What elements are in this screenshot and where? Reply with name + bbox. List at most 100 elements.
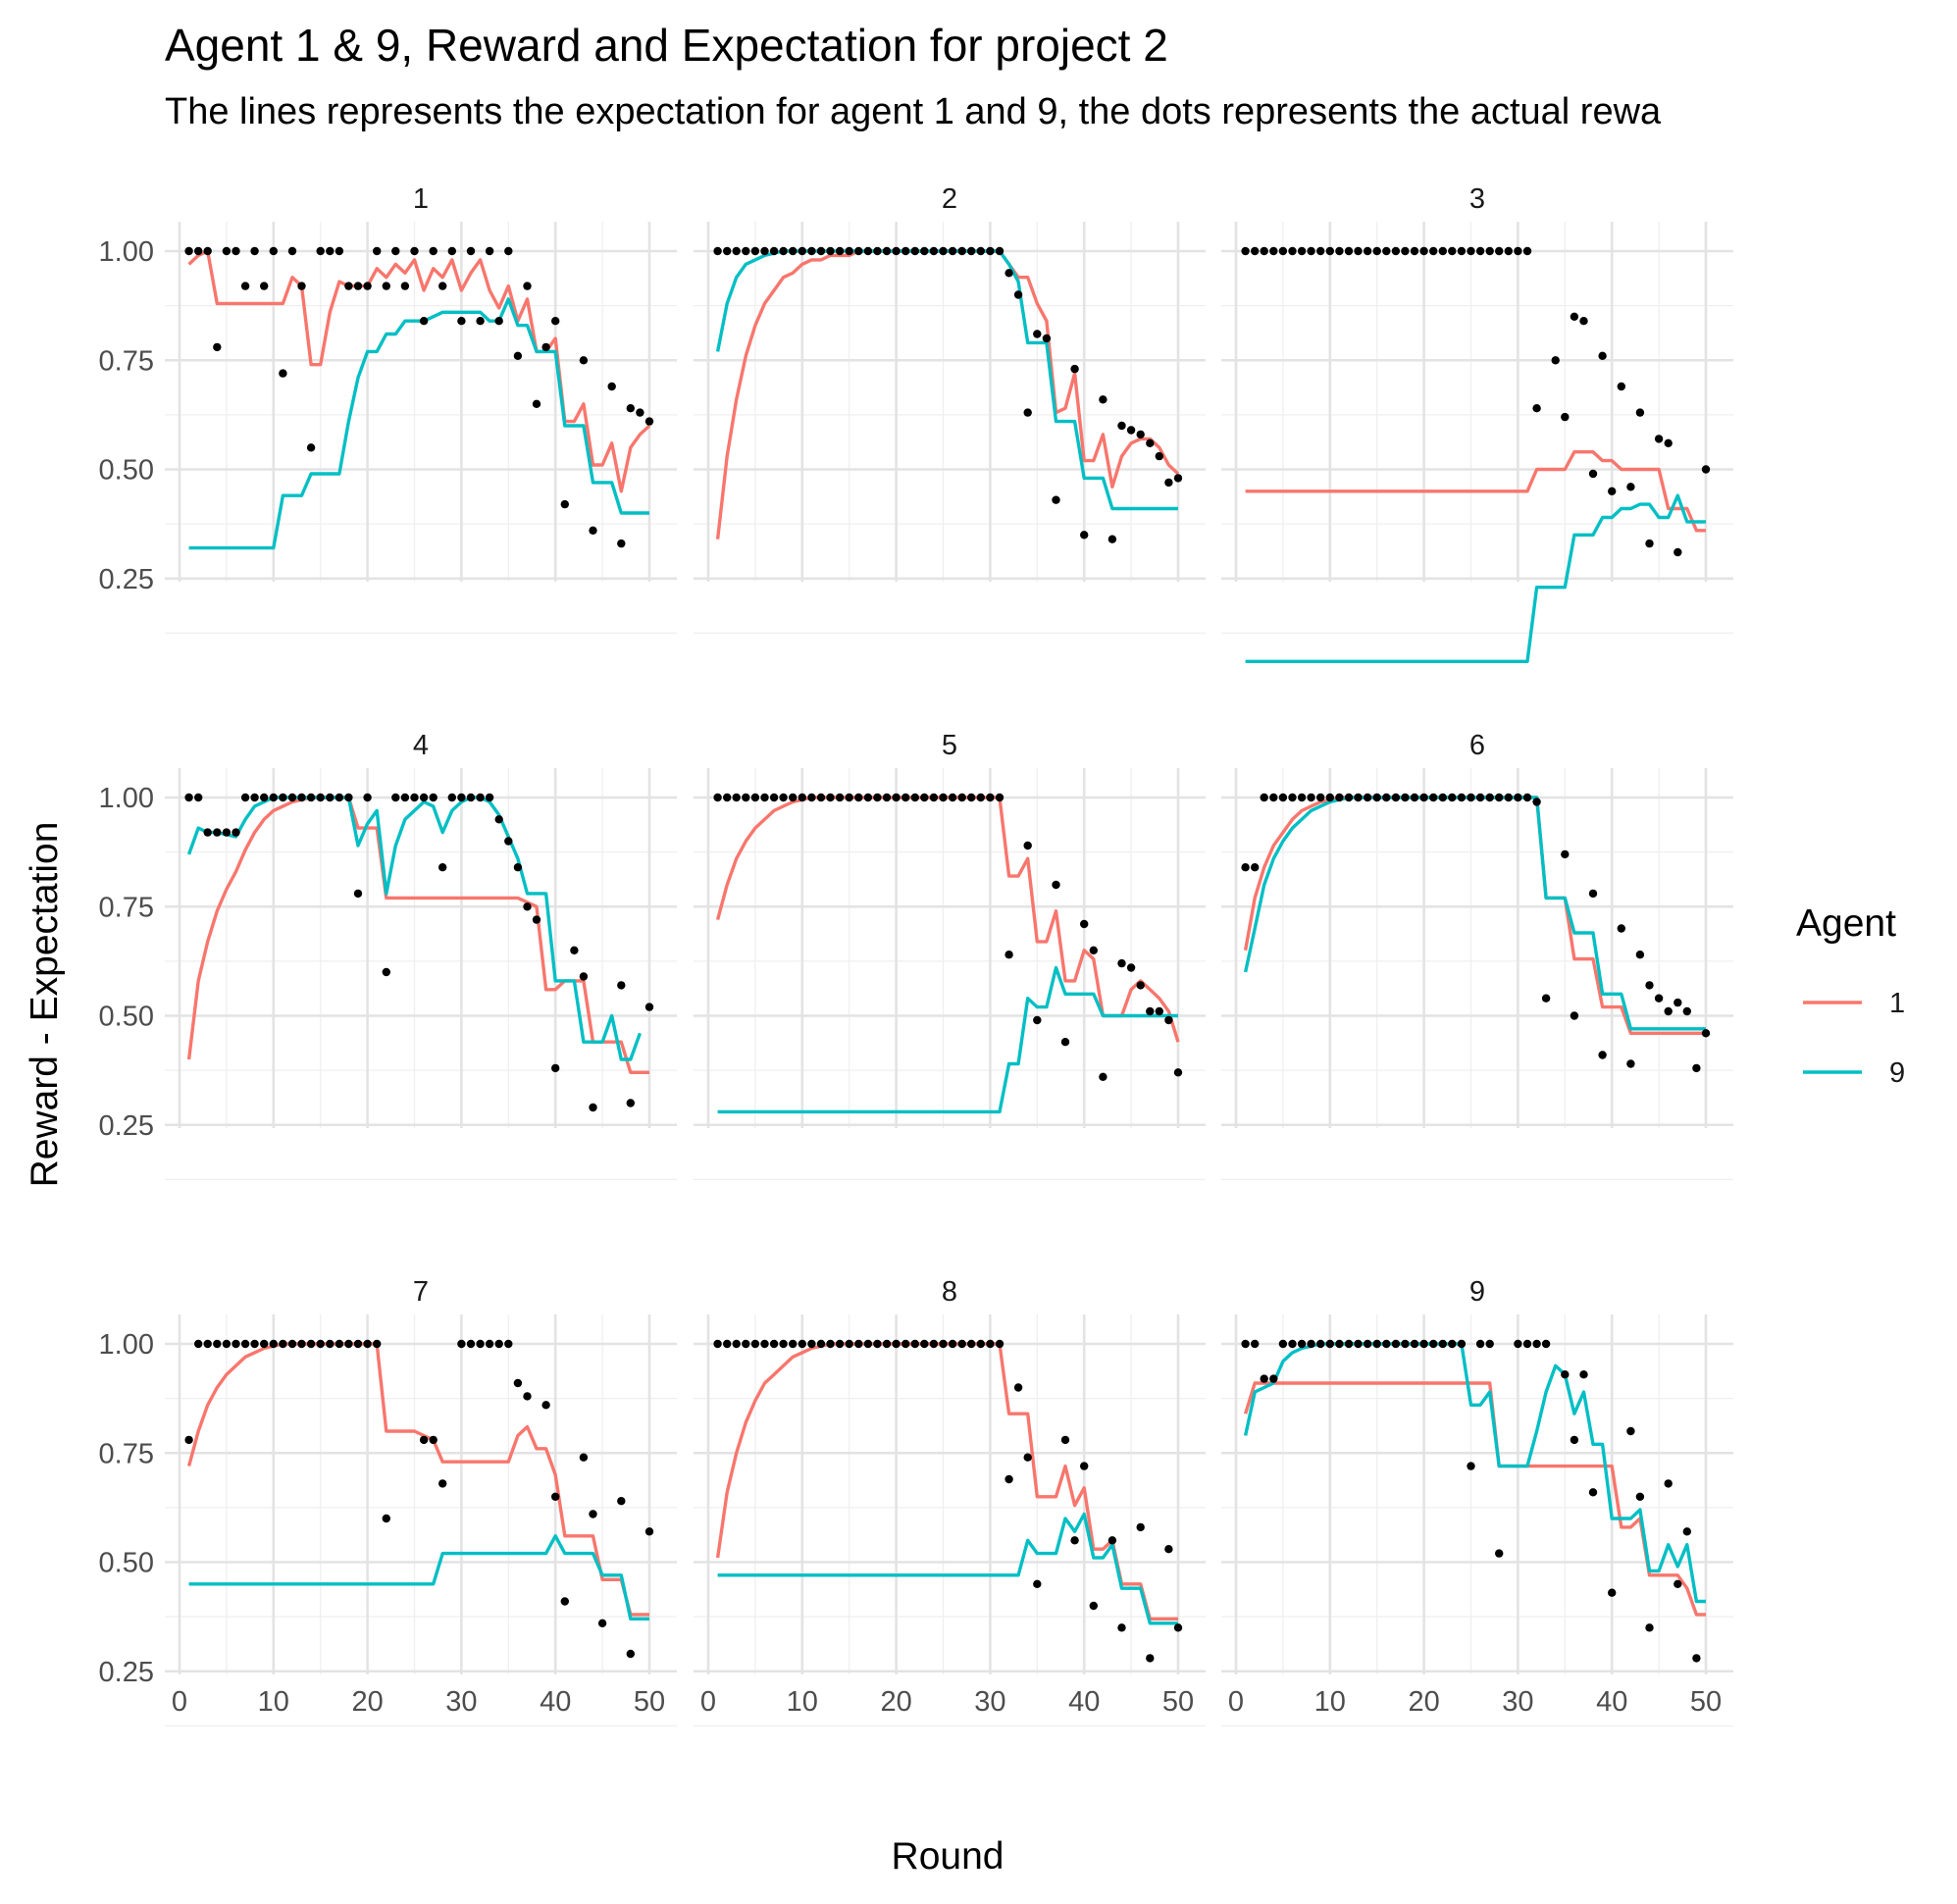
reward-point (240, 282, 250, 290)
reward-point (1251, 1339, 1260, 1349)
x-tick-label: 50 (634, 1686, 665, 1718)
reward-point (410, 246, 419, 256)
expectation-line-agent-9 (1243, 1342, 1706, 1604)
reward-point (863, 1339, 873, 1349)
reward-point (854, 793, 863, 802)
reward-point (1532, 798, 1541, 806)
reward-point (910, 246, 919, 256)
reward-point (541, 1401, 550, 1410)
reward-point (373, 246, 382, 256)
reward-point (1344, 793, 1354, 802)
x-tick-label: 40 (1068, 1686, 1100, 1718)
reward-point (429, 246, 438, 256)
reward-point (513, 863, 523, 872)
reward-point (1635, 408, 1645, 417)
reward-point (1692, 1063, 1701, 1073)
reward-point (769, 1339, 779, 1349)
reward-point (1570, 1011, 1579, 1020)
reward-point (1146, 1006, 1155, 1016)
reward-point (485, 1339, 494, 1349)
reward-point (287, 1339, 297, 1349)
reward-point (1588, 469, 1598, 479)
x-tick-label: 0 (700, 1686, 716, 1718)
reward-point (494, 317, 503, 326)
reward-point (476, 317, 485, 326)
reward-point (1023, 408, 1032, 417)
reward-point (485, 793, 494, 802)
reward-point (1363, 1339, 1372, 1349)
reward-point (1635, 1492, 1645, 1502)
chart-title: Agent 1 & 9, Reward and Expectation for … (165, 20, 1168, 71)
y-tick-label: 0.75 (99, 345, 154, 377)
reward-point (504, 837, 513, 846)
reward-point (929, 246, 939, 256)
reward-point (1579, 317, 1588, 326)
reward-point (560, 1597, 569, 1606)
reward-point (1372, 246, 1381, 256)
reward-point (541, 342, 550, 352)
expectation-line-agent-9 (717, 965, 1178, 1114)
reward-point (1136, 981, 1145, 990)
reward-point (1467, 793, 1475, 802)
reward-point (373, 1339, 382, 1349)
reward-point (1155, 1006, 1164, 1016)
reward-point (589, 1103, 597, 1112)
reward-point (1089, 946, 1099, 954)
reward-point (287, 246, 297, 256)
expectation-line-agent-9 (188, 297, 649, 550)
reward-point (1645, 981, 1654, 990)
reward-point (742, 793, 750, 802)
reward-point (1485, 246, 1494, 256)
reward-point (1033, 330, 1042, 338)
x-tick-label: 30 (445, 1686, 477, 1718)
reward-point (617, 1497, 626, 1506)
reward-point (854, 246, 863, 256)
reward-point (1013, 1383, 1023, 1392)
reward-point (1457, 793, 1467, 802)
facet-panel-3: 3 (1221, 183, 1733, 663)
reward-point (250, 793, 259, 802)
facet-strip-label: 3 (1469, 183, 1485, 215)
reward-point (1099, 395, 1107, 404)
reward-point (447, 246, 456, 256)
reward-point (213, 828, 222, 837)
reward-point (260, 1339, 269, 1349)
y-axis-title: Reward - Expectation (24, 822, 66, 1188)
reward-point (1297, 1339, 1307, 1349)
reward-point (1335, 246, 1344, 256)
reward-point (344, 282, 353, 290)
y-tick-label: 0.50 (99, 1002, 154, 1033)
reward-point (1522, 246, 1532, 256)
reward-point (920, 793, 929, 802)
reward-point (1664, 1006, 1673, 1016)
reward-point (1391, 793, 1401, 802)
reward-point (457, 1339, 466, 1349)
reward-point (779, 1339, 788, 1349)
reward-point (382, 282, 390, 290)
legend-label-agent-9: 9 (1889, 1057, 1905, 1089)
reward-point (232, 828, 240, 837)
expectation-line-agent-1 (715, 796, 1180, 1043)
reward-point (1682, 1006, 1692, 1016)
reward-point (1136, 1522, 1145, 1532)
reward-point (476, 793, 485, 802)
reward-point (1541, 1339, 1551, 1349)
reward-point (892, 246, 901, 256)
reward-point (901, 793, 910, 802)
reward-point (769, 793, 779, 802)
reward-point (1164, 1545, 1173, 1554)
facet-panel-7: 7 0.25 0.50 0.75 1.00 0 10 20 30 40 50 (99, 1276, 677, 1727)
reward-point (1297, 246, 1307, 256)
reward-point (457, 317, 466, 326)
reward-point (854, 1339, 863, 1349)
reward-point (1475, 246, 1485, 256)
reward-point (326, 246, 335, 256)
reward-point (1070, 1536, 1079, 1545)
reward-point (995, 793, 1004, 802)
reward-point (269, 246, 278, 256)
reward-point (326, 793, 335, 802)
reward-point (1023, 1453, 1032, 1462)
reward-point (400, 282, 410, 290)
reward-point (1551, 356, 1560, 365)
reward-point (976, 793, 985, 802)
